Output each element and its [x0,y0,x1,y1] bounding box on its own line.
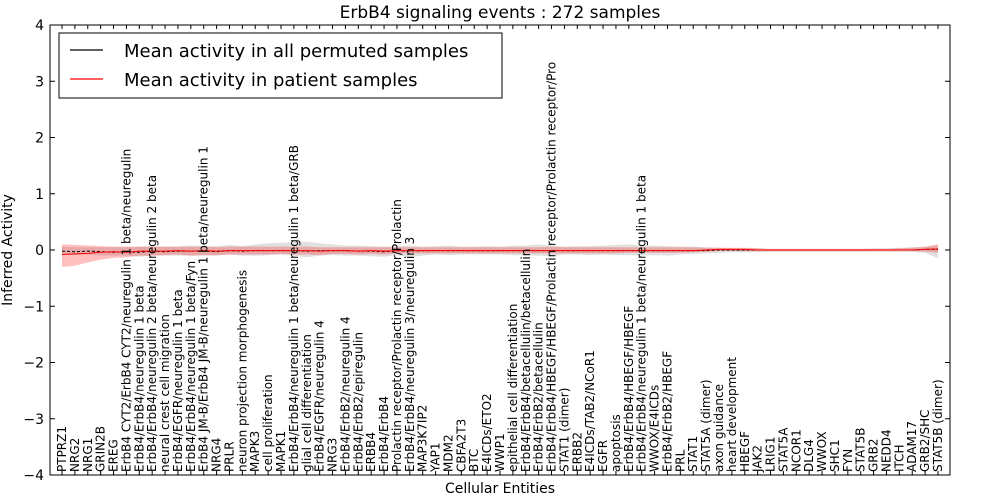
y-tick-label: −4 [23,468,44,484]
x-tick-label: STAT1 (dimer) [557,388,571,472]
x-tick-label: heart development [725,357,739,472]
x-tick-label: PRL [673,449,687,472]
x-tick-label: ErbB4/ErbB4/neuregulin 1 beta/neuregulin… [635,175,649,472]
x-tick-label: NRG3 [326,438,340,472]
x-tick-label: glial cell differentiation [300,334,314,472]
x-tick-label: epithelial cell differentiation [506,304,520,472]
x-tick-label: STAT5A [776,427,790,472]
x-tick-label: PRLR [223,441,237,472]
x-tick-label: YAP1 [429,443,443,473]
legend: Mean activity in all permuted samples Mea… [58,32,503,99]
y-tick-label: 0 [35,243,44,259]
x-tick-label: NRG4 [210,438,224,472]
x-tick-label: ErbB4 CYT2/ErbB4 CYT2/neuregulin 1 beta/… [119,149,133,472]
y-tick-label: 3 [35,74,44,90]
x-tick-label: GRB2/SHC [918,409,932,472]
x-tick-label: E4ICDs/TAB2/NCoR1 [583,350,597,472]
x-tick-marks [61,25,939,475]
x-tick-label: apoptosis [609,414,623,472]
legend-box [58,32,503,99]
x-tick-label: ErbB4/ErbB4/HBEGF/HBEGF/Prolactin recept… [545,62,559,472]
x-tick-label: SHC1 [828,439,842,472]
x-tick-label: MAPK3 [248,431,262,472]
x-tick-label: E4ICDs/ETO2 [480,393,494,472]
x-tick-label: JAK2 [751,445,765,473]
x-tick-label: BTC [467,449,481,472]
x-tick-label: cell proliferation [261,374,275,472]
x-tick-label: WWOX [815,431,829,472]
x-tick-label: LRIG1 [764,437,778,473]
x-tick-label: PTPRZ1 [55,426,69,472]
x-tick-label: STAT5B [854,428,868,473]
y-tick-label: −1 [23,299,44,315]
chart-title: ErbB4 signaling events : 272 samples [340,3,661,23]
y-tick-label: −3 [23,412,44,428]
y-tick-label: −2 [23,356,44,372]
x-tick-label: ErbB4/ErbB4/neuregulin 1 beta/Fyn [184,261,198,472]
legend-label-patient: Mean activity in patient samples [124,70,418,91]
legend-label-permuted: Mean activity in all permuted samples [124,41,468,62]
x-tick-label: MAPK1 [274,431,288,472]
x-tick-label: ErbB4/ErbB4 [377,396,391,472]
x-tick-label: CBFA2T3 [454,419,468,472]
x-tick-label: ErbB4/ErbB2/neuregulin 4 [338,316,352,472]
x-tick-label: ErbB4/ErbB4/HBEGF/HBEGF [622,306,636,472]
x-tick-label: WWP1 [493,433,507,472]
x-tick-label: EREG [107,439,121,472]
y-tick-label: 2 [35,131,44,147]
x-axis-label: Cellular Entities [445,481,555,497]
x-tick-label: neuron projection morphogenesis [235,270,249,472]
x-tick-label: NEDD4 [880,429,894,472]
x-tick-label: DLG4 [802,439,816,472]
x-tick-label: ERBB4 [364,432,378,472]
x-tick-label: NCOR1 [789,429,803,472]
x-tick-label: ITCH [892,444,906,472]
x-tick-label: ErbB4/ErbB4/neuregulin 2 beta/neuregulin… [145,175,159,472]
x-tick-label: ERBB2 [570,432,584,472]
x-tick-label: ErbB4/ErbB4/neuregulin 1 beta/neuregulin… [287,145,301,472]
x-tick-label: ErbB4/ErbB2/epiregulin [351,332,365,472]
x-tick-label: STAT5A (dimer) [699,379,713,472]
x-tick-label: STAT1 [686,436,700,472]
x-tick-label: HBEGF [738,431,752,472]
y-axis-label: Inferred Activity [0,194,16,306]
x-tick-label: ErbB4/ErbB2/HBEGF [661,351,675,472]
y-axis-ticks: −4 −3 −2 −1 0 1 2 3 4 [23,18,950,484]
x-tick-label: neural crest cell migration [158,314,172,472]
x-tick-label: ErbB4/ErbB2/betacellulin [532,322,546,472]
x-tick-label: MDM2 [442,434,456,472]
band-permuted [62,241,938,259]
x-tick-label: NRG1 [81,438,95,472]
x-tick-label: NRG2 [68,438,82,472]
x-tick-label: EGFR [596,440,610,472]
x-tick-label: ADAM17 [905,421,919,472]
x-tick-label: ErbB4/EGFR/neuregulin 4 [313,320,327,472]
series-lines [61,248,939,255]
x-tick-label: ErbB4/ErbB4/neuregulin 1 beta [132,285,146,472]
plot-frame [49,24,951,476]
x-tick-label: STAT5B (dimer) [931,379,945,472]
x-tick-label: Prolactin receptor/Prolactin receptor/Pr… [390,199,404,472]
x-tick-label: axon guidance [712,384,726,472]
x-tick-label: MAP3K7IP2 [416,405,430,472]
x-tick-label: GRIN2B [94,426,108,472]
x-tick-label: ErbB4/ErbB4/betacellulin/betacellulin [519,249,533,472]
x-tick-label: WWOX/E4ICDs [648,385,662,472]
x-tick-label: ErbB4/ErbB4/neuregulin 3/neuregulin 3 [403,237,417,472]
x-tick-label: ErbB4 JM-B/ErbB4 JM-B/neuregulin 1 beta/… [197,146,211,472]
x-tick-label: GRB2 [867,438,881,472]
y-tick-label: 1 [35,187,44,203]
x-tick-label: FYN [841,449,855,472]
series-line-patient [61,248,939,255]
y-tick-label: 4 [35,18,44,34]
x-tick-label: ErbB4/EGFR/neuregulin 1 beta [171,289,185,472]
